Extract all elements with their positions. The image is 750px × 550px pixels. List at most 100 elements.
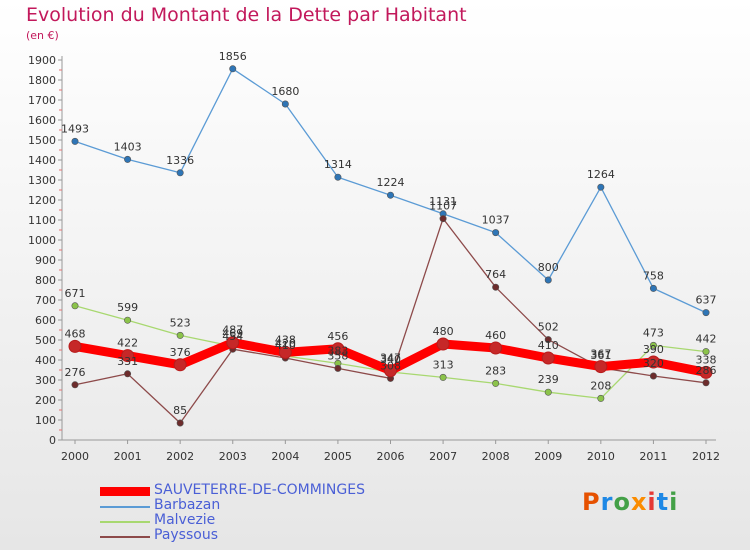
data-point <box>492 229 500 237</box>
x-tick-label: 2011 <box>639 450 667 463</box>
x-tick-label: 2003 <box>219 450 247 463</box>
data-point <box>702 348 710 356</box>
data-label: 208 <box>590 379 611 392</box>
data-label: 1037 <box>482 214 510 227</box>
data-label: 1224 <box>377 176 405 189</box>
y-tick-label: 1700 <box>28 94 56 107</box>
data-point <box>649 341 657 349</box>
y-tick-label: 1800 <box>28 74 56 87</box>
data-label: 480 <box>433 325 454 338</box>
data-label: 1493 <box>61 122 89 135</box>
y-tick-label: 100 <box>35 414 56 427</box>
data-label: 758 <box>643 269 664 282</box>
data-label: 390 <box>643 343 664 356</box>
data-label: 338 <box>696 353 717 366</box>
y-tick-label: 1100 <box>28 214 56 227</box>
data-point <box>124 155 132 163</box>
data-point <box>439 215 447 223</box>
data-point <box>492 283 500 291</box>
data-point <box>68 339 82 353</box>
data-label: 456 <box>327 330 348 343</box>
data-point <box>176 331 184 339</box>
data-point <box>646 355 660 369</box>
data-label: 438 <box>275 333 296 346</box>
data-point <box>436 337 450 351</box>
x-tick-label: 2010 <box>587 450 615 463</box>
data-label: 308 <box>380 359 401 372</box>
legend-swatch-sauveterre <box>100 487 150 496</box>
data-label: 286 <box>696 364 717 377</box>
data-point <box>331 342 345 356</box>
data-point <box>121 349 135 363</box>
data-point <box>124 370 132 378</box>
data-point <box>544 336 552 344</box>
data-label: 376 <box>170 346 191 359</box>
proxiti-logo: Proxiti <box>582 488 678 516</box>
y-tick-label: 800 <box>35 274 56 287</box>
legend-swatch-payssous <box>100 536 150 538</box>
chart-subtitle: (en €) <box>26 29 59 42</box>
y-tick-label: 600 <box>35 314 56 327</box>
data-label: 800 <box>538 261 559 274</box>
logo-letter: r <box>600 488 614 516</box>
y-tick-label: 900 <box>35 254 56 267</box>
data-label: 502 <box>538 321 559 334</box>
logo-letter: t <box>656 488 670 516</box>
logo-letter: i <box>669 488 679 516</box>
data-label: 410 <box>538 339 559 352</box>
data-label: 331 <box>117 355 138 368</box>
logo-letter: x <box>630 488 648 516</box>
data-label: 313 <box>433 358 454 371</box>
y-tick-label: 1200 <box>28 194 56 207</box>
data-label: 487 <box>222 324 243 337</box>
y-tick-label: 200 <box>35 394 56 407</box>
y-tick-label: 1500 <box>28 134 56 147</box>
data-label: 1314 <box>324 158 352 171</box>
legend-label-malvezie: Malvezie <box>154 512 216 528</box>
x-tick-label: 2005 <box>324 450 352 463</box>
logo-letter: P <box>582 488 601 516</box>
data-label: 454 <box>222 330 243 343</box>
data-label: 599 <box>117 301 138 314</box>
x-tick-label: 2008 <box>482 450 510 463</box>
data-label: 1336 <box>166 154 194 167</box>
y-tick-label: 500 <box>35 334 56 347</box>
data-point <box>334 173 342 181</box>
data-label: 422 <box>117 337 138 350</box>
x-tick-label: 2002 <box>166 450 194 463</box>
y-tick-label: 1600 <box>28 114 56 127</box>
data-label: 764 <box>485 268 506 281</box>
data-label: 637 <box>696 294 717 307</box>
data-point <box>649 284 657 292</box>
x-tick-label: 2007 <box>429 450 457 463</box>
data-point <box>544 276 552 284</box>
data-label: 1131 <box>429 195 457 208</box>
chart-title: Evolution du Montant de la Dette par Hab… <box>26 4 467 26</box>
y-tick-label: 700 <box>35 294 56 307</box>
data-label: 320 <box>643 357 664 370</box>
data-label: 460 <box>485 329 506 342</box>
data-point <box>649 372 657 380</box>
y-tick-label: 400 <box>35 354 56 367</box>
y-tick-label: 1400 <box>28 154 56 167</box>
x-tick-label: 2012 <box>692 450 720 463</box>
data-point <box>124 316 132 324</box>
logo-letter: o <box>613 488 631 516</box>
y-tick-label: 1900 <box>28 54 56 67</box>
legend-label-sauveterre: SAUVETERRE-DE-COMMINGES <box>154 482 365 498</box>
data-label: 1680 <box>271 85 299 98</box>
data-label: 361 <box>590 349 611 362</box>
data-label: 276 <box>65 366 86 379</box>
data-point <box>226 336 240 350</box>
legend-label-barbazan: Barbazan <box>154 497 221 513</box>
legend-swatch-barbazan <box>100 506 150 508</box>
data-label: 347 <box>380 352 401 365</box>
data-label: 468 <box>65 327 86 340</box>
data-point <box>173 358 187 372</box>
data-label: 1403 <box>114 140 142 153</box>
data-label: 469 <box>222 327 243 340</box>
data-label: 1264 <box>587 168 615 181</box>
data-label: 1856 <box>219 50 247 63</box>
legend-label-payssous: Payssous <box>154 527 218 543</box>
data-label: 1107 <box>429 200 457 213</box>
